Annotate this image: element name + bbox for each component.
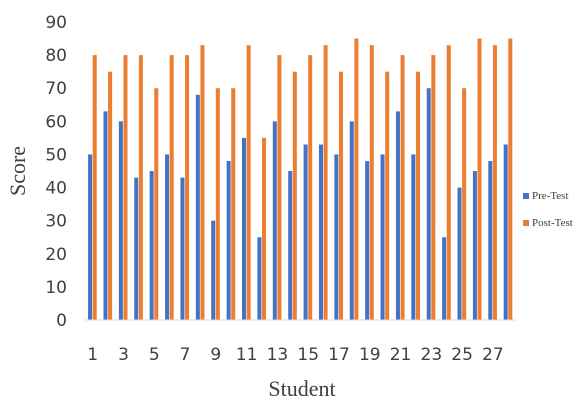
y-tick-label: 60 xyxy=(45,112,67,132)
bar-post-test-2 xyxy=(108,72,112,320)
bar-post-test-19 xyxy=(370,45,374,320)
bar-post-test-12 xyxy=(262,138,266,320)
y-tick-label: 20 xyxy=(45,245,67,265)
y-axis-title: Score xyxy=(5,146,30,196)
x-tick-label: 25 xyxy=(451,345,473,365)
bar-pre-test-15 xyxy=(304,145,308,320)
bar-post-test-11 xyxy=(247,45,251,320)
bar-pre-test-7 xyxy=(180,178,184,320)
bar-post-test-10 xyxy=(231,88,235,320)
x-axis-ticks: 1 3 5 7 9 11 13 15 17 19 21 23 25 27 xyxy=(87,345,503,365)
bar-post-test-3 xyxy=(123,55,127,320)
legend-label: Pre-Test xyxy=(532,190,569,202)
plot-area xyxy=(88,39,512,320)
bar-post-test-23 xyxy=(431,55,435,320)
bar-post-test-20 xyxy=(385,72,389,320)
bar-pre-test-11 xyxy=(242,138,246,320)
bar-pre-test-25 xyxy=(458,188,462,320)
bar-pre-test-23 xyxy=(427,88,431,320)
bar-post-test-8 xyxy=(200,45,204,320)
bar-pre-test-17 xyxy=(334,154,338,320)
x-axis-title: Student xyxy=(268,376,335,401)
bar-post-test-24 xyxy=(447,45,451,320)
y-tick-label: 10 xyxy=(45,278,67,298)
x-tick-label: 17 xyxy=(328,345,350,365)
x-tick-label: 19 xyxy=(359,345,381,365)
bar-post-test-6 xyxy=(170,55,174,320)
bar-post-test-22 xyxy=(416,72,420,320)
bar-pre-test-5 xyxy=(150,171,154,320)
bar-pre-test-12 xyxy=(257,237,261,320)
bar-pre-test-10 xyxy=(227,161,231,320)
y-tick-label: 40 xyxy=(45,179,67,199)
bar-pre-test-6 xyxy=(165,154,169,320)
x-tick-label: 5 xyxy=(149,345,160,365)
bar-post-test-17 xyxy=(339,72,343,320)
x-tick-label: 11 xyxy=(236,345,258,365)
bar-pre-test-28 xyxy=(504,145,508,320)
bar-pre-test-3 xyxy=(119,121,123,320)
bar-pre-test-24 xyxy=(442,237,446,320)
x-tick-label: 15 xyxy=(297,345,319,365)
y-tick-label: 0 xyxy=(56,311,67,331)
bar-post-test-13 xyxy=(277,55,281,320)
x-tick-label: 21 xyxy=(390,345,412,365)
bar-pre-test-16 xyxy=(319,145,323,320)
bar-pre-test-22 xyxy=(411,154,415,320)
x-tick-label: 7 xyxy=(180,345,191,365)
bar-pre-test-18 xyxy=(350,121,354,320)
legend-label: Post-Test xyxy=(532,217,573,229)
bar-post-test-25 xyxy=(462,88,466,320)
bar-post-test-26 xyxy=(478,39,482,320)
bar-pre-test-19 xyxy=(365,161,369,320)
bar-post-test-28 xyxy=(508,39,512,320)
legend-swatch xyxy=(523,220,529,226)
bar-pre-test-20 xyxy=(381,154,385,320)
bar-post-test-21 xyxy=(401,55,405,320)
bar-post-test-18 xyxy=(354,39,358,320)
y-tick-label: 50 xyxy=(45,145,67,165)
bar-pre-test-4 xyxy=(134,178,138,320)
bar-post-test-5 xyxy=(154,88,158,320)
y-tick-label: 70 xyxy=(45,79,67,99)
x-tick-label: 27 xyxy=(482,345,504,365)
bar-pre-test-13 xyxy=(273,121,277,320)
bar-pre-test-14 xyxy=(288,171,292,320)
bar-post-test-27 xyxy=(493,45,497,320)
x-tick-label: 9 xyxy=(210,345,221,365)
bar-pre-test-9 xyxy=(211,221,215,320)
y-tick-label: 90 xyxy=(45,13,67,33)
y-tick-label: 30 xyxy=(45,212,67,232)
bar-post-test-15 xyxy=(308,55,312,320)
x-tick-label: 23 xyxy=(421,345,443,365)
bar-post-test-7 xyxy=(185,55,189,320)
bar-post-test-4 xyxy=(139,55,143,320)
x-tick-label: 1 xyxy=(87,345,98,365)
y-axis-ticks: 0 10 20 30 40 50 60 70 80 90 xyxy=(45,13,67,331)
bar-pre-test-8 xyxy=(196,95,200,320)
bar-post-test-16 xyxy=(324,45,328,320)
bar-pre-test-27 xyxy=(488,161,492,320)
bar-pre-test-26 xyxy=(473,171,477,320)
legend: Pre-Test Post-Test xyxy=(523,190,573,229)
bar-post-test-14 xyxy=(293,72,297,320)
x-tick-label: 3 xyxy=(118,345,129,365)
bar-post-test-1 xyxy=(93,55,97,320)
bar-pre-test-21 xyxy=(396,111,400,320)
y-tick-label: 80 xyxy=(45,46,67,66)
bar-post-test-9 xyxy=(216,88,220,320)
bar-pre-test-1 xyxy=(88,154,92,320)
x-tick-label: 13 xyxy=(267,345,289,365)
legend-swatch xyxy=(523,193,529,199)
bar-pre-test-2 xyxy=(103,111,107,320)
